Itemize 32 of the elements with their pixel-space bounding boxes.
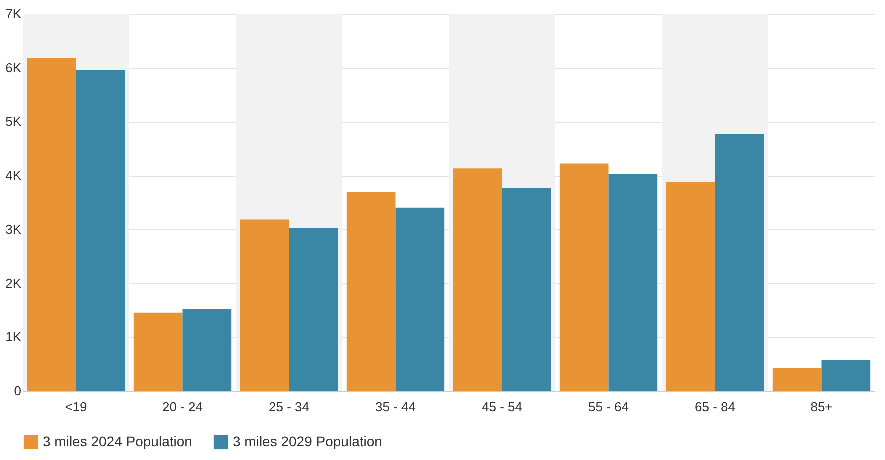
x-tick-label: 20 - 24 <box>162 400 203 414</box>
bar <box>396 208 445 391</box>
y-tick-label: 7K <box>6 6 22 22</box>
bar <box>772 368 822 391</box>
y-tick-label: 5K <box>6 114 22 130</box>
legend-label: 3 miles 2029 Population <box>233 433 382 450</box>
x-tick-label: 55 - 64 <box>588 400 629 414</box>
bar <box>666 182 716 391</box>
bar <box>134 312 183 391</box>
bar <box>346 192 396 391</box>
bar <box>453 168 502 391</box>
y-tick-label: 6K <box>6 60 22 76</box>
x-tick-label: 45 - 54 <box>482 400 522 414</box>
y-tick-label: 0 <box>14 384 22 398</box>
x-tick-label: 85+ <box>810 400 833 414</box>
bar <box>182 309 232 391</box>
x-tick-label: 25 - 34 <box>269 400 310 414</box>
y-tick-label: 1K <box>6 330 22 345</box>
bar <box>608 174 658 391</box>
x-tick-label: 65 - 84 <box>695 400 736 414</box>
bar <box>822 360 871 391</box>
bar <box>560 164 609 391</box>
y-tick-label: 2K <box>6 276 22 291</box>
x-tick-label: 35 - 44 <box>376 400 416 414</box>
bar <box>240 220 290 391</box>
bar <box>289 228 338 391</box>
legend-label: 3 miles 2024 Population <box>43 433 192 450</box>
y-tick-label: 4K <box>6 168 22 184</box>
x-tick-label: <19 <box>65 400 88 414</box>
y-tick-label: 3K <box>6 222 22 237</box>
bar <box>715 134 764 391</box>
bar <box>502 188 552 391</box>
